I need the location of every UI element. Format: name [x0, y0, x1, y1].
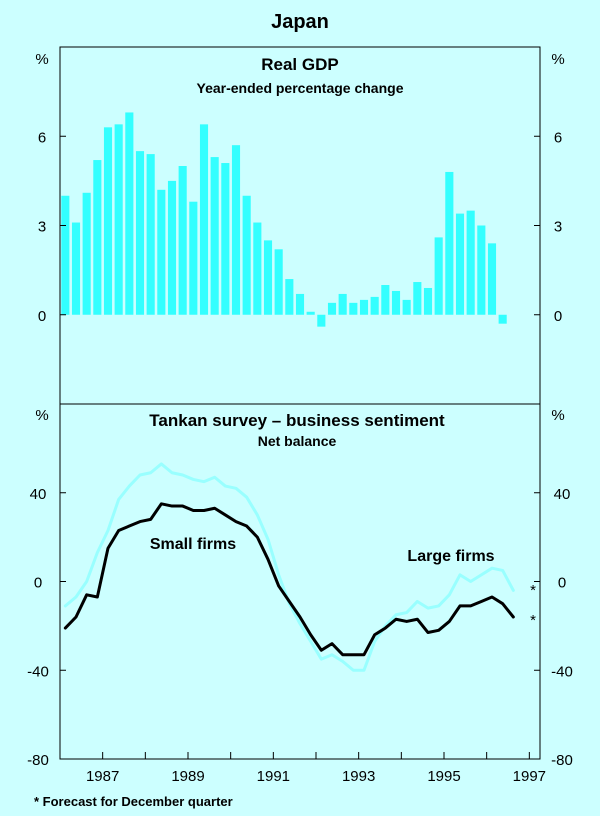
tankan-y-unit-right: % — [551, 407, 564, 424]
gdp-bar — [82, 192, 91, 315]
gdp-bar — [199, 124, 209, 315]
gdp-bars — [61, 112, 507, 327]
x-tick-label: 1997 — [513, 768, 546, 785]
gdp-bar — [434, 237, 443, 315]
gdp-bar — [338, 293, 347, 315]
tankan-title: Tankan survey – business sentiment — [149, 411, 445, 430]
x-axis: 1987 1989 1991 1993 1995 1997 — [86, 752, 546, 785]
tankan-y-tick-label: -80 — [551, 752, 573, 769]
gdp-y-axis: 0 0 3 3 6 6 — [38, 129, 562, 325]
gdp-bar — [178, 166, 187, 315]
gdp-bar — [455, 213, 465, 315]
tankan-y-tick-label: -40 — [27, 663, 49, 680]
legend-large-firms: Large firms — [407, 548, 494, 565]
tankan-y-tick-label: 40 — [30, 486, 47, 503]
tankan-y-tick-label: -40 — [551, 663, 573, 680]
legend-small-firms: Small firms — [150, 536, 236, 553]
gdp-bar — [402, 299, 411, 315]
gdp-bar — [253, 222, 262, 315]
gdp-bar — [167, 180, 177, 315]
gdp-bar — [391, 290, 401, 315]
gdp-bar — [135, 151, 145, 315]
gdp-bar — [317, 314, 326, 327]
footnote: * Forecast for December quarter — [34, 794, 233, 809]
gdp-bar — [103, 127, 113, 315]
gdp-bar — [231, 145, 241, 315]
tankan-panel: Tankan survey – business sentiment Net b… — [27, 403, 573, 785]
tankan-y-unit-left: % — [35, 407, 48, 424]
gdp-y-tick-label: 6 — [554, 129, 562, 146]
gdp-y-tick-label: 0 — [554, 308, 562, 325]
gdp-bar — [370, 296, 379, 315]
gdp-bar — [114, 124, 123, 315]
gdp-bar — [274, 249, 283, 315]
series-line-large-firms — [63, 462, 515, 672]
series-line-small-firms — [63, 502, 515, 657]
gdp-bar — [413, 282, 422, 315]
gdp-bar — [466, 210, 475, 315]
gdp-bar — [359, 299, 369, 315]
gdp-bar — [477, 225, 486, 315]
gdp-bar — [327, 302, 337, 315]
gdp-bar — [306, 311, 315, 315]
gdp-bar — [221, 163, 230, 315]
gdp-y-unit-left: % — [35, 51, 48, 68]
tankan-lines — [63, 462, 515, 672]
tankan-y-tick-label: 0 — [558, 575, 566, 592]
gdp-bar — [93, 160, 102, 315]
gdp-bar — [125, 112, 134, 315]
gdp-title: Real GDP — [261, 55, 338, 74]
tankan-y-tick-label: -80 — [27, 752, 49, 769]
gdp-bar — [189, 201, 198, 315]
tankan-subtitle: Net balance — [258, 433, 337, 449]
x-tick-label: 1993 — [342, 768, 375, 785]
gdp-bar — [242, 195, 251, 315]
gdp-bar — [71, 222, 81, 315]
forecast-marker-large: * — [530, 582, 536, 599]
gdp-y-tick-label: 3 — [554, 219, 562, 236]
gdp-bar — [263, 240, 273, 315]
gdp-bar — [423, 287, 433, 315]
gdp-y-tick-label: 3 — [38, 219, 46, 236]
x-tick-label: 1989 — [171, 768, 204, 785]
page-title: Japan — [271, 11, 329, 33]
gdp-bar — [445, 171, 454, 315]
gdp-bar — [349, 302, 358, 315]
gdp-y-tick-label: 6 — [38, 129, 46, 146]
gdp-bar — [487, 243, 497, 315]
tankan-y-axis: -80 -80 -40 -40 0 0 40 40 — [27, 486, 573, 769]
x-tick-label: 1995 — [427, 768, 460, 785]
tankan-y-tick-label: 0 — [34, 575, 42, 592]
gdp-y-tick-label: 0 — [38, 308, 46, 325]
gdp-subtitle: Year-ended percentage change — [197, 80, 404, 96]
gdp-bar — [146, 154, 155, 315]
x-tick-label: 1991 — [257, 768, 290, 785]
gdp-bar — [381, 285, 390, 315]
gdp-bar — [157, 189, 166, 315]
gdp-panel: Real GDP Year-ended percentage change % … — [35, 46, 565, 405]
tankan-y-tick-label: 40 — [554, 486, 571, 503]
gdp-bar — [498, 314, 507, 324]
gdp-bar — [210, 157, 219, 315]
gdp-bar — [61, 195, 70, 315]
gdp-bar — [285, 279, 294, 315]
x-tick-label: 1987 — [86, 768, 119, 785]
gdp-bar — [295, 293, 305, 315]
forecast-marker-small: * — [530, 612, 536, 629]
gdp-y-unit-right: % — [551, 51, 564, 68]
